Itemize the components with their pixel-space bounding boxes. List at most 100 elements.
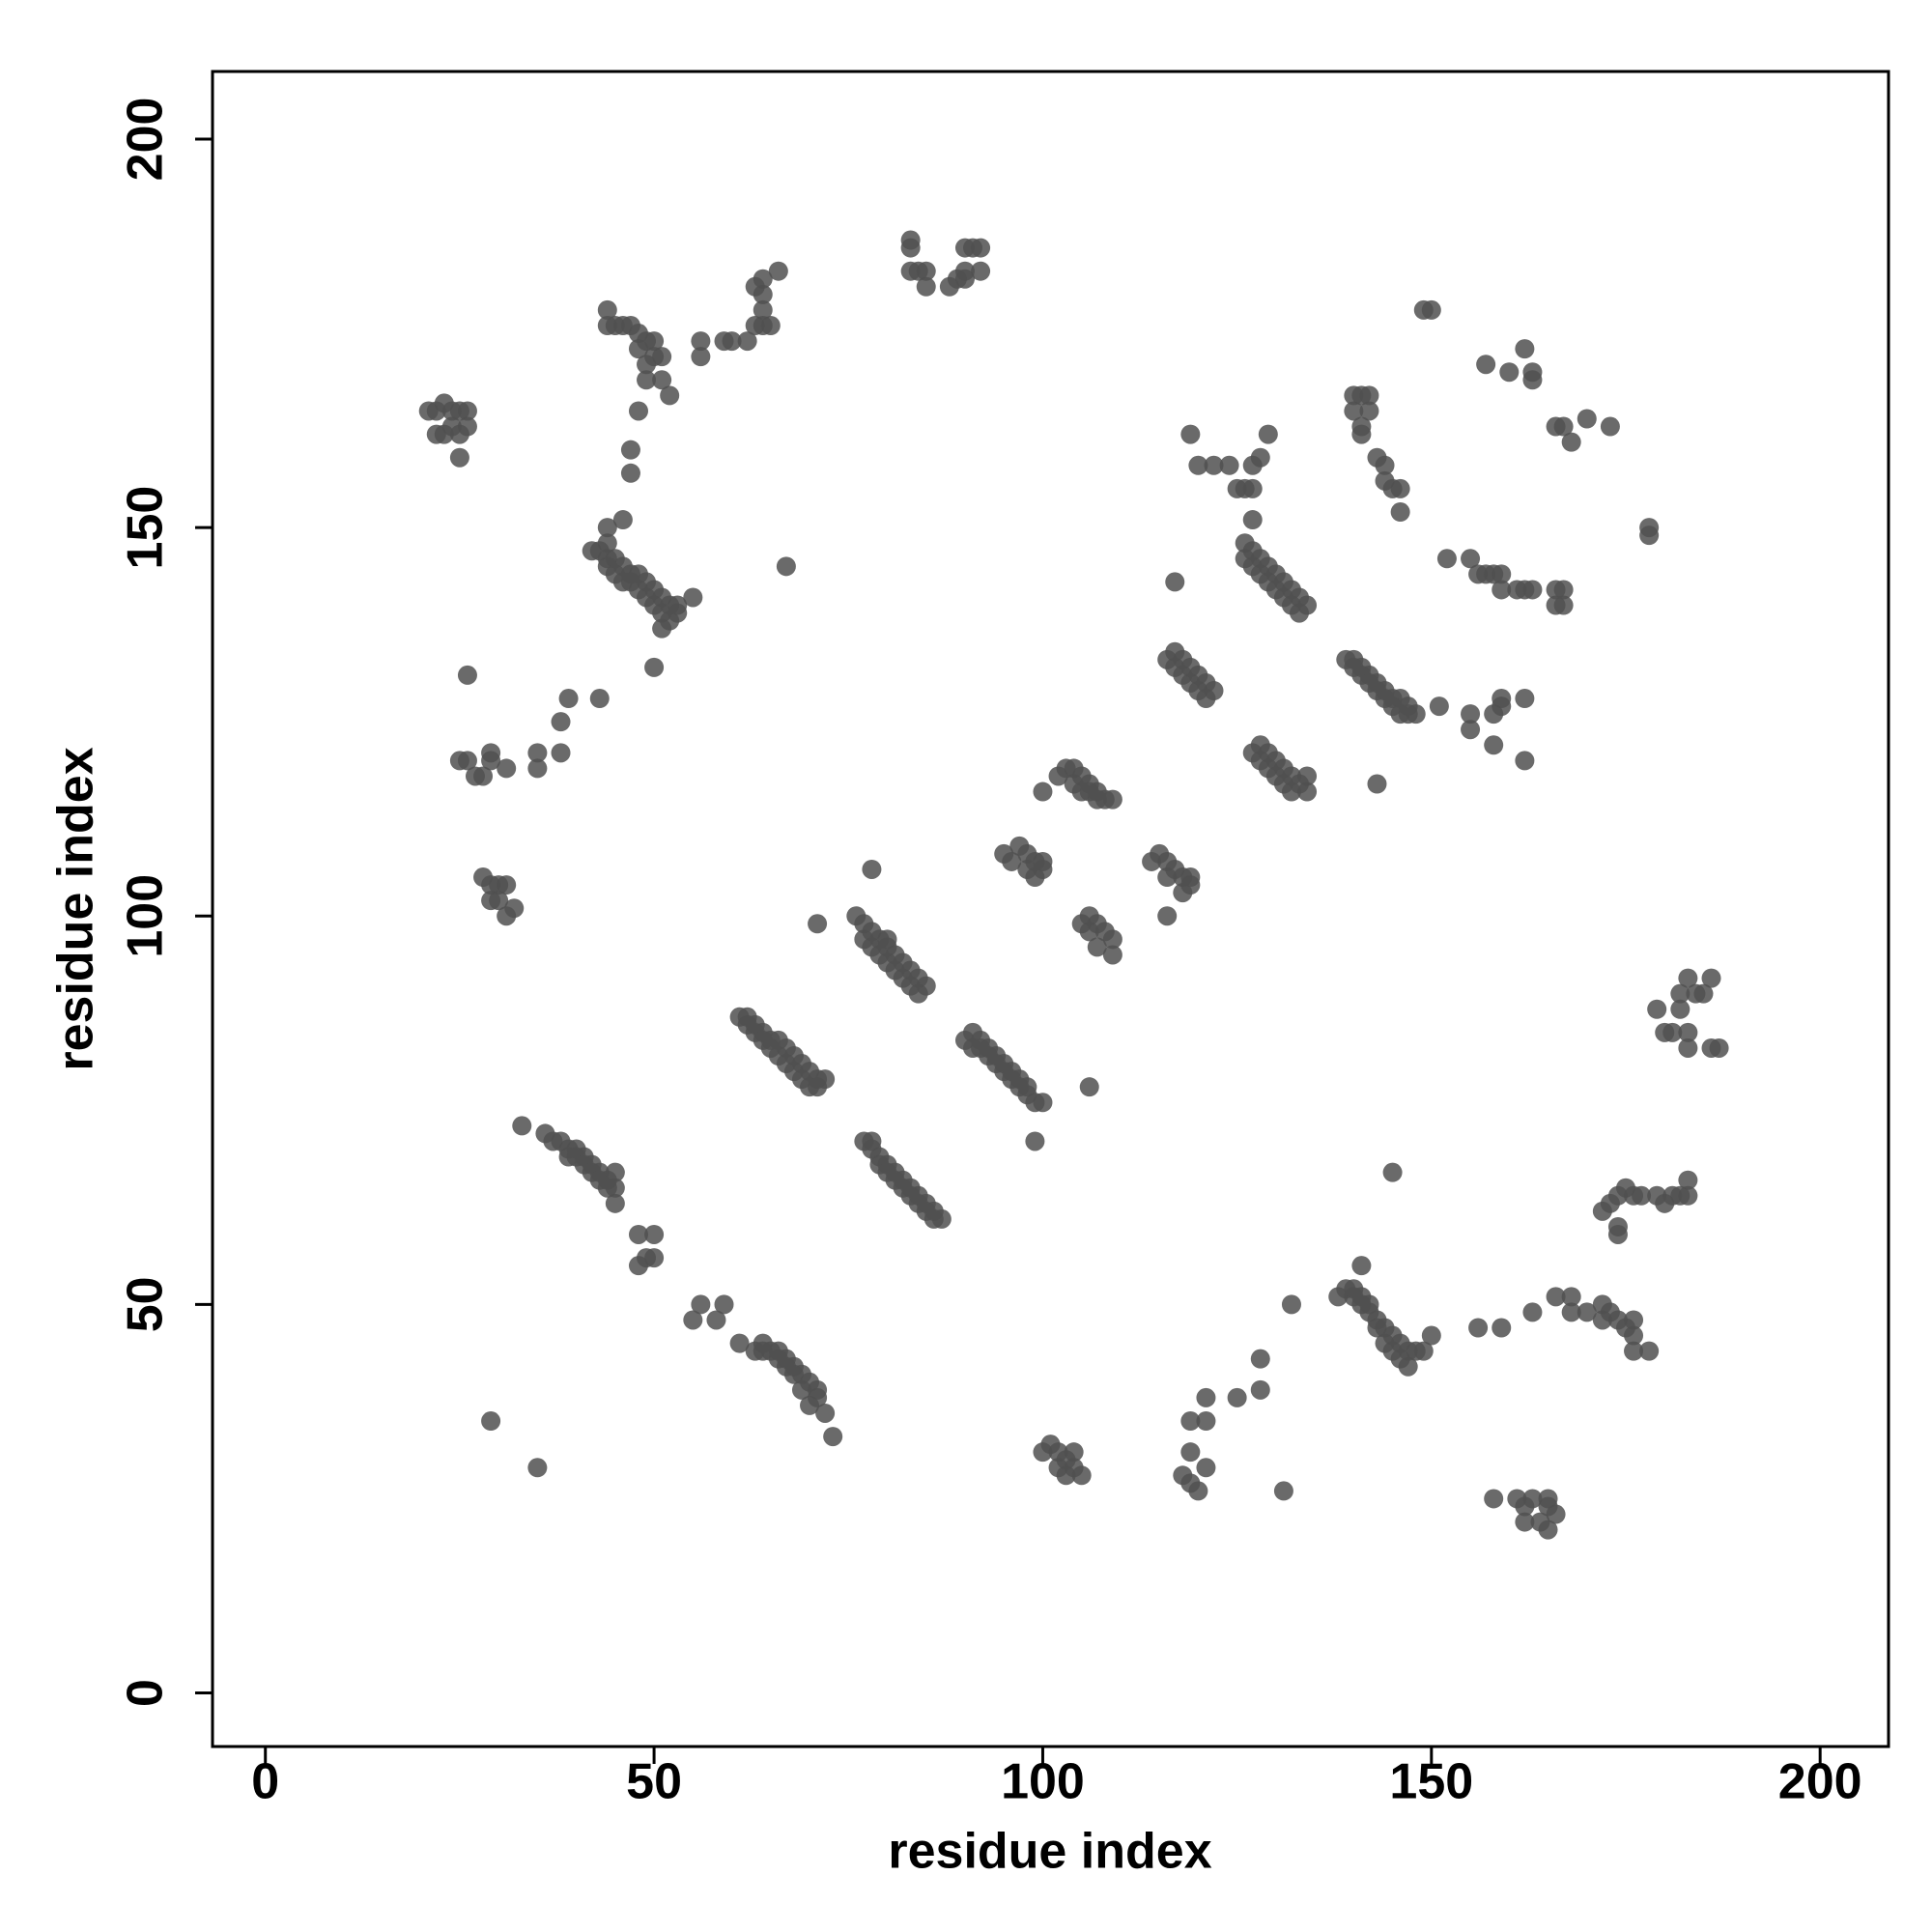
point xyxy=(1429,696,1449,717)
x-tick-label: 200 xyxy=(1778,1754,1862,1810)
point xyxy=(1382,1162,1403,1182)
x-tick-label: 50 xyxy=(626,1754,682,1810)
point xyxy=(512,1116,532,1136)
point xyxy=(1087,789,1107,810)
point xyxy=(1017,1077,1037,1097)
x-axis-title: residue index xyxy=(888,1824,1211,1880)
point xyxy=(737,1007,757,1027)
point xyxy=(916,261,936,281)
point xyxy=(737,331,757,352)
y-tick-label: 50 xyxy=(118,1276,174,1332)
point xyxy=(1079,922,1099,942)
point xyxy=(597,315,617,335)
point xyxy=(691,347,711,367)
point xyxy=(954,269,975,289)
point xyxy=(1351,657,1372,677)
point xyxy=(1632,1185,1652,1206)
point xyxy=(1227,1387,1247,1407)
point xyxy=(637,355,657,375)
point xyxy=(753,299,773,320)
point xyxy=(808,914,828,934)
point xyxy=(1157,867,1178,888)
point xyxy=(1421,1325,1441,1346)
point xyxy=(644,331,665,352)
point xyxy=(1546,1504,1566,1524)
point xyxy=(1553,595,1574,615)
point xyxy=(1087,937,1107,957)
point xyxy=(1367,774,1387,794)
point xyxy=(1180,1442,1201,1463)
point xyxy=(1390,502,1410,523)
point xyxy=(1492,1318,1512,1338)
point xyxy=(668,595,688,615)
point xyxy=(1180,1411,1201,1432)
point xyxy=(1515,1512,1535,1532)
point xyxy=(900,238,921,258)
point xyxy=(691,1294,711,1315)
point xyxy=(620,440,640,460)
point xyxy=(1561,1287,1581,1307)
point xyxy=(1196,689,1216,709)
point xyxy=(527,743,548,763)
point xyxy=(1250,1349,1270,1369)
point xyxy=(768,261,788,281)
point xyxy=(729,1333,750,1353)
point xyxy=(620,463,640,483)
point xyxy=(1484,735,1504,755)
point xyxy=(916,276,936,297)
point xyxy=(457,416,477,437)
point xyxy=(791,1379,811,1400)
point xyxy=(1678,968,1698,988)
point xyxy=(1390,478,1410,498)
point xyxy=(652,347,672,367)
point xyxy=(1670,999,1690,1019)
point xyxy=(1553,580,1574,600)
point xyxy=(1290,603,1310,623)
point xyxy=(1538,1489,1558,1509)
point xyxy=(1157,906,1178,926)
x-tick-label: 100 xyxy=(1001,1754,1085,1810)
point xyxy=(1281,1294,1301,1315)
point xyxy=(1639,526,1660,546)
point xyxy=(1165,572,1185,592)
point xyxy=(877,929,897,950)
point xyxy=(1258,424,1278,444)
point xyxy=(862,859,882,879)
point xyxy=(497,758,517,779)
point xyxy=(1515,689,1535,709)
point xyxy=(1180,424,1201,444)
point xyxy=(1624,1341,1644,1361)
point xyxy=(1647,999,1667,1019)
point xyxy=(1421,299,1441,320)
point xyxy=(706,1310,726,1330)
point xyxy=(971,238,991,258)
point xyxy=(1499,362,1520,383)
point xyxy=(644,1248,665,1268)
point xyxy=(1250,1379,1270,1400)
point xyxy=(1709,1037,1729,1058)
x-tick-label: 0 xyxy=(251,1754,279,1810)
point xyxy=(449,447,469,468)
point xyxy=(862,1131,882,1151)
point xyxy=(527,758,548,779)
point xyxy=(612,510,633,530)
point xyxy=(644,1224,665,1244)
point xyxy=(1413,1341,1434,1361)
point xyxy=(753,1341,773,1361)
y-axis-title: residue index xyxy=(48,747,104,1070)
point xyxy=(527,1458,548,1478)
point xyxy=(1515,339,1535,359)
point xyxy=(1351,1256,1372,1276)
point xyxy=(1678,1022,1698,1042)
point xyxy=(1577,409,1597,429)
point xyxy=(1102,929,1122,950)
point xyxy=(908,983,928,1004)
point xyxy=(1577,1302,1597,1322)
point xyxy=(1297,766,1318,786)
point xyxy=(1102,789,1122,810)
point xyxy=(1492,580,1512,600)
point xyxy=(1367,1318,1387,1338)
point xyxy=(1522,1489,1543,1509)
point xyxy=(1561,432,1581,452)
point xyxy=(1064,1442,1084,1463)
